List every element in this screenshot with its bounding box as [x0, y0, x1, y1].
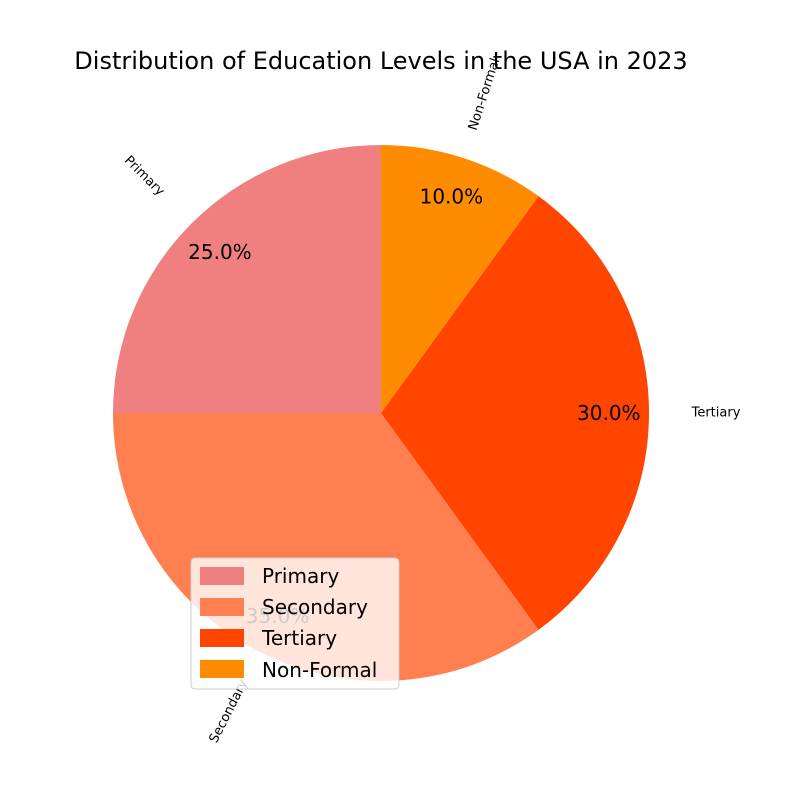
legend-swatch-secondary — [200, 598, 244, 616]
slice-label-primary: Primary — [121, 153, 167, 199]
legend-entry-secondary: Secondary — [200, 595, 368, 619]
pie-slice-non-formal — [381, 145, 539, 413]
legend-label-secondary: Secondary — [262, 595, 368, 619]
percent-label-primary: 25.0% — [188, 240, 252, 264]
legend-entry-tertiary: Tertiary — [200, 626, 337, 650]
legend-swatch-tertiary — [200, 629, 244, 647]
chart-title: Distribution of Education Levels in the … — [74, 47, 687, 75]
legend-swatch-primary — [200, 567, 244, 585]
slice-label-tertiary: Tertiary — [691, 406, 741, 421]
pie-slice-tertiary — [381, 196, 650, 630]
legend: Primary Secondary Tertiary Non-Formal — [190, 557, 400, 690]
legend-entry-non-formal: Non-Formal — [200, 658, 377, 682]
legend-label-tertiary: Tertiary — [261, 626, 337, 650]
legend-entry-primary: Primary — [200, 564, 339, 588]
pie-slice-primary — [113, 145, 381, 413]
legend-swatch-non-formal — [200, 660, 244, 678]
percent-label-tertiary: 30.0% — [577, 401, 641, 425]
percent-label-non-formal: 10.0% — [420, 184, 484, 208]
legend-label-primary: Primary — [262, 564, 339, 588]
legend-label-non-formal: Non-Formal — [262, 658, 377, 682]
legend-box — [190, 557, 400, 690]
